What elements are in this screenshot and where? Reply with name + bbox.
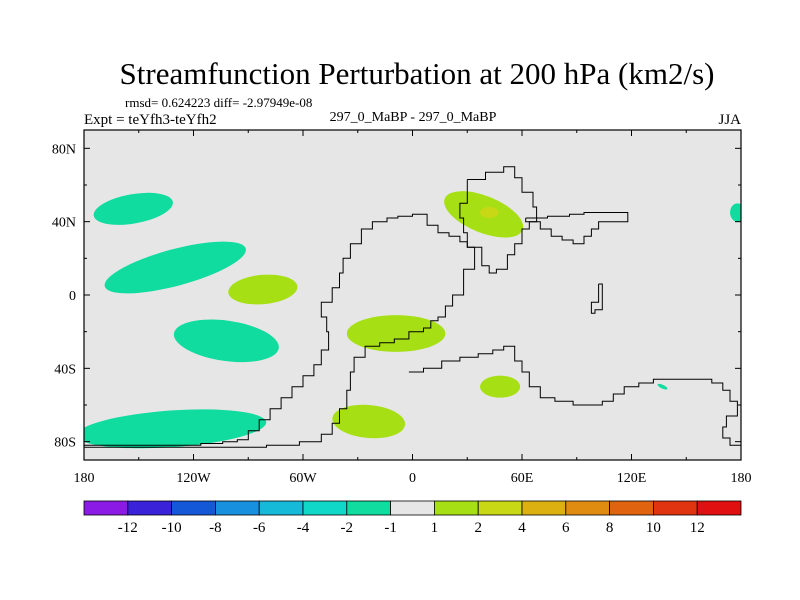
colorbar-label-3: -8	[209, 520, 222, 536]
colorbar-bin-12	[565, 500, 610, 516]
period-label: 297_0_MaBP - 297_0_MaBP	[330, 110, 497, 125]
colorbar-bin-13	[609, 500, 654, 516]
colorbar-label-9: 2	[474, 520, 482, 536]
anomaly-region-12	[480, 207, 499, 218]
anomaly-region-9	[332, 404, 406, 439]
colorbar-bin-15	[696, 500, 742, 516]
colorbar-bin-6	[302, 500, 348, 516]
colorbar-label-6: -2	[341, 520, 354, 536]
colorbar-bin-2	[127, 500, 173, 516]
y-tick-label-1: 80N	[52, 142, 76, 157]
colorbar-bin-8	[390, 500, 435, 516]
colorbar-label-2: -10	[162, 520, 182, 536]
coastline-3	[459, 166, 538, 274]
anomaly-region-3	[173, 319, 279, 363]
colorbar-label-5: -4	[297, 520, 310, 536]
x-tick-label-6: 120E	[617, 471, 647, 486]
colorbar-label-13: 10	[646, 520, 661, 536]
anomaly-region-8	[346, 315, 446, 352]
x-tick-label-2: 120W	[176, 471, 211, 486]
experiment-label: Expt = teYfh3-teYfh2	[84, 112, 217, 128]
colorbar-label-8: 1	[431, 520, 439, 536]
y-axis: 80N 40N 0 40S 80S	[52, 142, 741, 451]
colorbar-label-7: -1	[384, 520, 397, 536]
anomaly-regions	[84, 191, 741, 449]
anomaly-region-11	[480, 375, 521, 398]
colorbar-label-10: 4	[518, 520, 526, 536]
y-tick-label-4: 40S	[54, 362, 76, 377]
stats-line: rmsd= 0.624223 diff= -2.97949e-08	[125, 95, 312, 110]
y-tick-label-2: 40N	[52, 216, 76, 231]
anomaly-region-6	[657, 383, 668, 390]
map-background-fill	[84, 130, 741, 460]
x-tick-label-5: 60E	[511, 471, 534, 486]
coastline-1	[84, 213, 476, 448]
colorbar-label-14: 12	[690, 520, 705, 536]
colorbar-bin-1	[83, 500, 129, 516]
colorbar-bin-14	[653, 500, 698, 516]
x-tick-label-1: 180	[74, 471, 95, 486]
anomaly-region-4	[84, 409, 267, 449]
colorbar-label-12: 8	[606, 520, 614, 536]
x-axis: 180 120W 60W 0 60E 120E 180	[74, 130, 752, 486]
anomaly-region-5	[730, 203, 741, 222]
anomaly-region-2	[104, 241, 246, 294]
colorbar-label-4: -6	[253, 520, 266, 536]
anomaly-region-7	[228, 274, 298, 305]
anomaly-region-1	[93, 192, 173, 225]
chart-title: Streamfunction Perturbation at 200 hPa (…	[120, 56, 715, 91]
colorbar-bin-5	[258, 500, 304, 516]
season-label: JJA	[718, 112, 741, 128]
coastline-5	[590, 283, 603, 314]
coastlines	[84, 166, 741, 449]
x-tick-label-7: 180	[731, 471, 752, 486]
y-tick-label-5: 80S	[54, 436, 76, 451]
colorbar-bin-11	[521, 500, 567, 516]
colorbar-bin-10	[477, 500, 523, 516]
colorbar: -12 -10 -8 -6 -4 -2 -1 1 2 4 6 8 10 12	[83, 500, 742, 536]
colorbar-label-11: 6	[562, 520, 570, 536]
colorbar-bin-7	[346, 500, 391, 516]
map-background	[84, 130, 741, 460]
colorbar-bin-9	[433, 500, 479, 516]
y-tick-label-3: 0	[69, 289, 76, 304]
coastline-4	[525, 212, 629, 245]
colorbar-bin-4	[214, 500, 260, 516]
colorbar-bin-3	[171, 500, 216, 516]
x-tick-label-4: 0	[409, 471, 416, 486]
colorbar-label-1: -12	[118, 520, 138, 536]
x-tick-label-3: 60W	[289, 471, 317, 486]
coastline-2	[408, 345, 741, 449]
